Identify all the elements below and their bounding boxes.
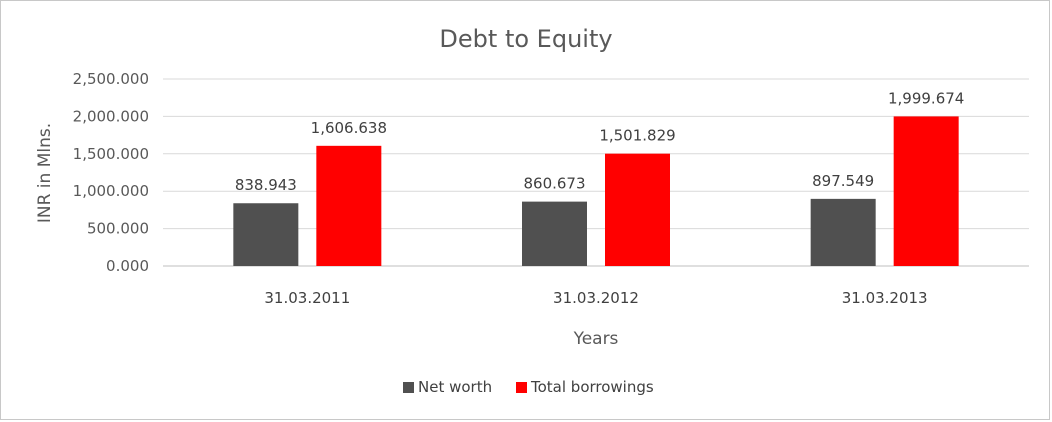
y-axis-title: INR in Mlns. — [35, 123, 55, 223]
data-label: 1,606.638 — [311, 119, 387, 137]
chart-title: Debt to Equity — [439, 25, 612, 53]
bar-total-borrowings — [893, 116, 959, 267]
x-category-label: 31.03.2013 — [842, 289, 928, 307]
data-label: 860.673 — [523, 175, 585, 193]
x-axis-categories: 31.03.2011 31.03.2012 31.03.2013 — [264, 289, 927, 307]
data-label: 838.943 — [235, 176, 297, 194]
data-label: 897.549 — [812, 172, 874, 190]
y-tick-label: 2,000.000 — [73, 107, 149, 125]
y-tick-label: 500.000 — [87, 220, 149, 238]
y-tick-label: 1,500.000 — [73, 145, 149, 163]
legend: Net worth Total borrowings — [403, 378, 654, 396]
bars — [233, 116, 959, 267]
legend-swatch-total-borrowings — [516, 382, 527, 393]
y-tick-label: 2,500.000 — [73, 70, 149, 88]
y-tick-label: 0.000 — [106, 257, 149, 275]
x-axis-title: Years — [573, 329, 619, 349]
bar-total-borrowings — [316, 145, 382, 266]
data-labels: 838.943 1,606.638 860.673 1,501.829 897.549 1… — [235, 89, 965, 194]
bar-net-worth — [233, 203, 299, 266]
legend-swatch-net-worth — [403, 382, 414, 393]
x-category-label: 31.03.2012 — [553, 289, 639, 307]
x-category-label: 31.03.2011 — [264, 289, 350, 307]
legend-label: Net worth — [418, 378, 492, 396]
bar-net-worth — [810, 198, 876, 266]
legend-label: Total borrowings — [530, 378, 654, 396]
gridlines — [163, 78, 1029, 267]
data-label: 1,999.674 — [888, 89, 964, 107]
y-tick-label: 1,000.000 — [73, 182, 149, 200]
y-axis-ticks: 0.000 500.000 1,000.000 1,500.000 2,000.000 2… — [73, 70, 149, 275]
bar-total-borrowings — [605, 153, 670, 266]
bar-net-worth — [522, 201, 587, 266]
data-label: 1,501.829 — [599, 127, 675, 145]
